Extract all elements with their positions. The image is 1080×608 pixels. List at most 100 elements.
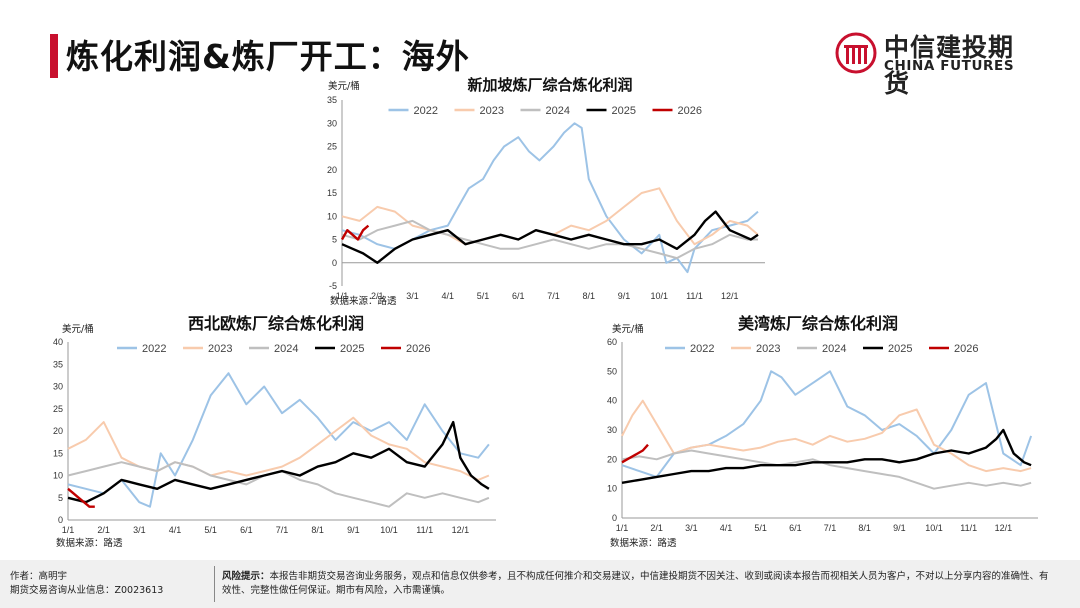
footer: 作者：高明宇 期货交易咨询从业信息：Z0023613 风险提示：本报告非期货交易… bbox=[0, 560, 1080, 608]
footer-divider bbox=[214, 566, 215, 602]
y-tick-label: 20 bbox=[53, 426, 63, 436]
series-line-2022 bbox=[621, 370, 1033, 478]
legend-label-2024: 2024 bbox=[822, 343, 846, 355]
x-tick-label: 6/1 bbox=[789, 523, 802, 533]
x-tick-label: 3/1 bbox=[685, 523, 698, 533]
x-tick-label: 12/1 bbox=[995, 523, 1013, 533]
company-logo: 中信建投期货 CHINA FUTURES bbox=[834, 28, 1034, 98]
x-tick-label: 8/1 bbox=[582, 291, 595, 301]
x-tick-label: 4/1 bbox=[720, 523, 733, 533]
x-tick-label: 11/1 bbox=[686, 291, 703, 301]
data-source: 数据来源：路透 bbox=[610, 537, 677, 549]
series-line-2024 bbox=[341, 219, 758, 260]
series-line-2025 bbox=[67, 420, 490, 504]
chart-title: 新加坡炼厂综合炼化利润 bbox=[467, 76, 632, 94]
data-source: 数据来源：路透 bbox=[330, 295, 397, 307]
logo-english-name: CHINA FUTURES bbox=[884, 58, 1015, 74]
x-tick-label: 8/1 bbox=[858, 523, 871, 533]
x-tick-label: 5/1 bbox=[754, 523, 767, 533]
footer-risk-label: 风险提示： bbox=[222, 571, 270, 582]
footer-author-info: 作者：高明宇 期货交易咨询从业信息：Z0023613 bbox=[10, 570, 163, 598]
series-line-2024 bbox=[621, 449, 1032, 490]
y-tick-label: 15 bbox=[53, 448, 63, 458]
footer-author: 作者：高明宇 bbox=[10, 571, 68, 582]
chart-title: 西北欧炼厂综合炼化利润 bbox=[188, 314, 364, 333]
y-tick-label: 20 bbox=[327, 165, 337, 175]
y-tick-label: 5 bbox=[332, 235, 337, 245]
y-tick-label: 0 bbox=[612, 513, 617, 523]
y-tick-label: 60 bbox=[607, 337, 617, 347]
series-line-2025 bbox=[621, 428, 1032, 484]
legend-label-2026: 2026 bbox=[678, 105, 702, 117]
y-tick-label: 0 bbox=[332, 258, 337, 268]
x-tick-label: 2/1 bbox=[371, 291, 384, 301]
footer-license: 期货交易咨询从业信息：Z0023613 bbox=[10, 585, 164, 596]
x-tick-label: 1/1 bbox=[62, 525, 75, 535]
y-tick-label: 10 bbox=[327, 211, 337, 221]
series-line-2025 bbox=[341, 210, 759, 265]
x-tick-label: 12/1 bbox=[721, 291, 739, 301]
legend-label-2022: 2022 bbox=[414, 105, 438, 117]
legend-label-2025: 2025 bbox=[612, 105, 636, 117]
y-tick-label: 15 bbox=[327, 188, 337, 198]
y-axis-unit: 美元/桶 bbox=[612, 323, 644, 335]
x-tick-label: 6/1 bbox=[512, 291, 525, 301]
series-line-2023 bbox=[341, 187, 759, 246]
x-tick-label: 1/1 bbox=[336, 291, 349, 301]
x-tick-label: 9/1 bbox=[347, 525, 360, 535]
x-tick-label: 4/1 bbox=[441, 291, 454, 301]
x-tick-label: 3/1 bbox=[406, 291, 419, 301]
y-tick-label: 35 bbox=[327, 95, 337, 105]
china-futures-logo-icon bbox=[835, 32, 877, 74]
x-tick-label: 12/1 bbox=[452, 525, 470, 535]
legend-label-2025: 2025 bbox=[340, 343, 364, 355]
series-line-2026 bbox=[340, 224, 370, 241]
y-tick-label: 10 bbox=[607, 484, 617, 494]
x-tick-label: 9/1 bbox=[618, 291, 631, 301]
y-tick-label: 50 bbox=[607, 366, 617, 376]
x-tick-label: 10/1 bbox=[925, 523, 943, 533]
y-tick-label: 40 bbox=[607, 396, 617, 406]
legend-label-2024: 2024 bbox=[546, 105, 570, 117]
series-line-2026 bbox=[621, 443, 649, 464]
x-tick-label: 7/1 bbox=[547, 291, 560, 301]
y-tick-label: 5 bbox=[58, 493, 63, 503]
data-source: 数据来源：路透 bbox=[56, 537, 123, 549]
x-tick-label: 8/1 bbox=[311, 525, 324, 535]
page-title: 炼化利润&炼厂开工：海外 bbox=[66, 37, 470, 76]
series-line-2026 bbox=[67, 487, 95, 508]
legend-label-2026: 2026 bbox=[954, 343, 978, 355]
y-tick-label: 30 bbox=[53, 382, 63, 392]
x-tick-label: 11/1 bbox=[960, 523, 977, 533]
y-tick-label: 30 bbox=[327, 118, 337, 128]
x-tick-label: 7/1 bbox=[276, 525, 289, 535]
legend-label-2023: 2023 bbox=[480, 105, 504, 117]
x-tick-label: 3/1 bbox=[133, 525, 146, 535]
y-tick-label: 25 bbox=[327, 142, 337, 152]
x-tick-label: 6/1 bbox=[240, 525, 253, 535]
y-tick-label: 35 bbox=[53, 359, 63, 369]
legend-label-2022: 2022 bbox=[142, 343, 166, 355]
footer-risk-notice: 风险提示：本报告非期货交易咨询业务服务，观点和信息仅供参考，且不构成任何推介和交… bbox=[222, 570, 1052, 598]
y-axis-unit: 美元/桶 bbox=[328, 80, 360, 92]
x-tick-label: 9/1 bbox=[893, 523, 906, 533]
legend-label-2022: 2022 bbox=[690, 343, 714, 355]
footer-risk-text: 本报告非期货交易咨询业务服务，观点和信息仅供参考，且不构成任何推介和交易建议，中… bbox=[222, 571, 1049, 596]
x-tick-label: 7/1 bbox=[824, 523, 837, 533]
legend-label-2024: 2024 bbox=[274, 343, 298, 355]
x-tick-label: 2/1 bbox=[650, 523, 663, 533]
y-tick-label: 30 bbox=[607, 425, 617, 435]
y-tick-label: 25 bbox=[53, 404, 63, 414]
series-line-2022 bbox=[341, 122, 759, 274]
y-tick-label: -5 bbox=[329, 281, 337, 291]
y-tick-label: 20 bbox=[607, 454, 617, 464]
y-tick-label: 40 bbox=[53, 337, 63, 347]
x-tick-label: 11/1 bbox=[416, 525, 433, 535]
title-accent-bar bbox=[50, 34, 58, 78]
x-tick-label: 5/1 bbox=[477, 291, 490, 301]
x-tick-label: 10/1 bbox=[380, 525, 398, 535]
legend-label-2023: 2023 bbox=[756, 343, 780, 355]
x-tick-label: 2/1 bbox=[97, 525, 110, 535]
